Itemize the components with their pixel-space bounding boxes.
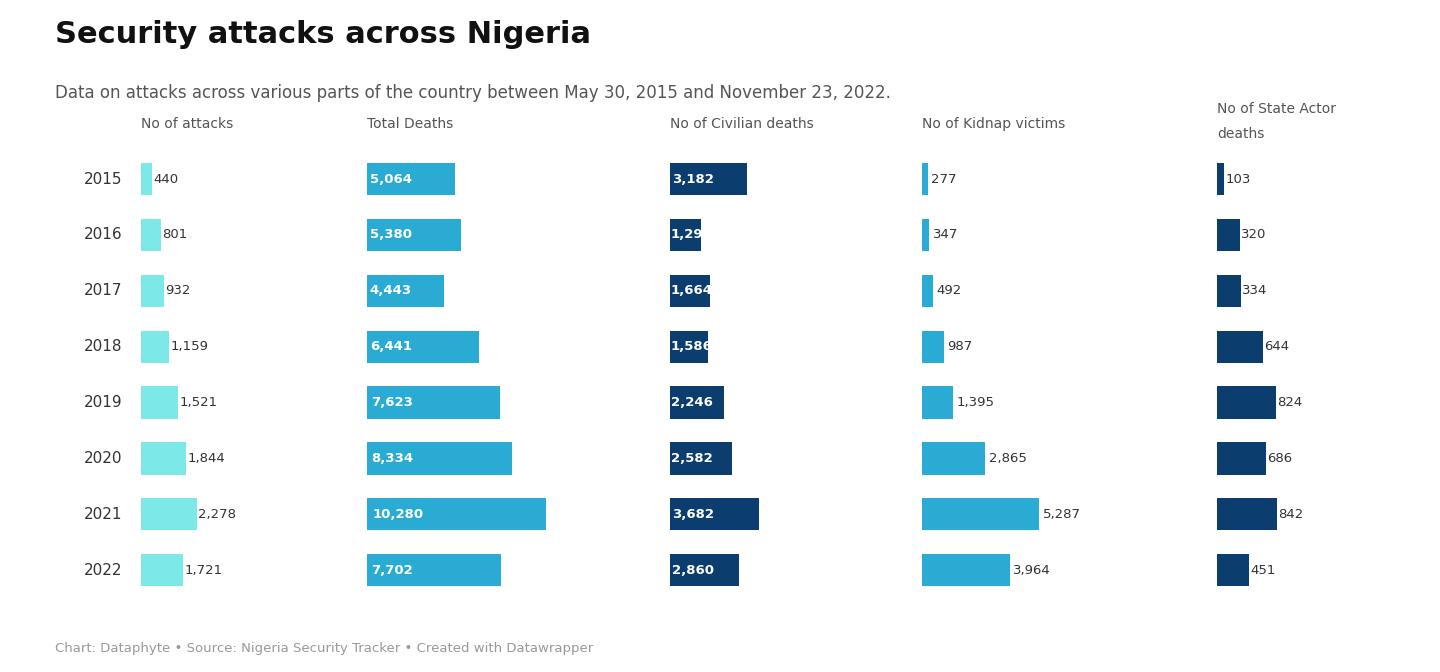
Bar	[367, 554, 501, 587]
Bar	[1217, 331, 1263, 363]
Bar	[141, 498, 197, 530]
Text: 801: 801	[163, 228, 187, 241]
Text: 1,664: 1,664	[671, 284, 713, 297]
Bar	[670, 163, 747, 196]
Bar	[670, 554, 739, 587]
Text: 987: 987	[948, 340, 972, 353]
Bar	[141, 275, 164, 307]
Text: 347: 347	[933, 228, 958, 241]
Text: 2,860: 2,860	[671, 564, 714, 577]
Text: 824: 824	[1277, 396, 1303, 409]
Bar	[670, 498, 759, 530]
Text: 5,064: 5,064	[370, 173, 412, 185]
Text: 1,586: 1,586	[671, 340, 713, 353]
Bar	[141, 442, 186, 474]
Text: 2015: 2015	[84, 171, 122, 187]
Bar	[367, 275, 445, 307]
Text: 320: 320	[1241, 228, 1267, 241]
Text: No of Kidnap victims: No of Kidnap victims	[922, 117, 1064, 131]
Bar	[1217, 275, 1241, 307]
Text: 3,964: 3,964	[1014, 564, 1051, 577]
Bar	[922, 163, 927, 196]
Bar	[670, 331, 708, 363]
Bar	[670, 219, 701, 251]
Text: Security attacks across Nigeria: Security attacks across Nigeria	[55, 20, 590, 49]
Text: 1,292: 1,292	[671, 228, 713, 241]
Text: 2017: 2017	[84, 284, 122, 298]
Text: 1,159: 1,159	[171, 340, 209, 353]
Bar	[670, 386, 724, 419]
Text: 5,380: 5,380	[370, 228, 412, 241]
Text: No of Civilian deaths: No of Civilian deaths	[670, 117, 814, 131]
Text: 103: 103	[1225, 173, 1251, 185]
Text: 932: 932	[166, 284, 192, 297]
Bar	[1217, 498, 1277, 530]
Text: 334: 334	[1243, 284, 1267, 297]
Bar	[670, 442, 732, 474]
Bar	[922, 219, 929, 251]
Bar	[1217, 442, 1266, 474]
Bar	[1217, 163, 1224, 196]
Text: 2019: 2019	[84, 395, 122, 410]
Bar	[141, 386, 179, 419]
Bar	[1217, 554, 1248, 587]
Text: 2,865: 2,865	[989, 452, 1027, 465]
Text: 1,721: 1,721	[184, 564, 223, 577]
Text: No of State Actor: No of State Actor	[1217, 102, 1336, 116]
Text: 2,278: 2,278	[199, 508, 236, 521]
Text: 2020: 2020	[84, 451, 122, 466]
Text: 492: 492	[936, 284, 962, 297]
Text: 2,582: 2,582	[671, 452, 713, 465]
Bar	[367, 163, 455, 196]
Text: 3,682: 3,682	[672, 508, 714, 521]
Bar	[141, 331, 170, 363]
Text: 1,844: 1,844	[187, 452, 226, 465]
Bar	[1217, 386, 1276, 419]
Text: 277: 277	[932, 173, 956, 185]
Bar	[922, 386, 953, 419]
Text: deaths: deaths	[1217, 127, 1264, 141]
Text: Total Deaths: Total Deaths	[367, 117, 454, 131]
Bar	[141, 163, 151, 196]
Text: 8,334: 8,334	[372, 452, 413, 465]
Text: 2016: 2016	[84, 228, 122, 243]
Bar	[141, 219, 161, 251]
Bar	[141, 554, 183, 587]
Bar	[922, 442, 985, 474]
Bar	[670, 275, 710, 307]
Text: Chart: Dataphyte • Source: Nigeria Security Tracker • Created with Datawrapper: Chart: Dataphyte • Source: Nigeria Secur…	[55, 642, 593, 655]
Bar	[1217, 219, 1240, 251]
Text: 5,287: 5,287	[1043, 508, 1081, 521]
Text: 6,441: 6,441	[370, 340, 413, 353]
Text: 2,246: 2,246	[671, 396, 713, 409]
Bar	[922, 554, 1009, 587]
Text: 440: 440	[154, 173, 179, 185]
Bar	[922, 498, 1040, 530]
Bar	[922, 331, 943, 363]
Text: 1,395: 1,395	[956, 396, 994, 409]
Bar	[367, 442, 513, 474]
Bar	[367, 498, 546, 530]
Text: 2022: 2022	[84, 562, 122, 578]
Text: 7,702: 7,702	[372, 564, 413, 577]
Text: 451: 451	[1251, 564, 1276, 577]
Text: 2018: 2018	[84, 339, 122, 354]
Text: 4,443: 4,443	[370, 284, 412, 297]
Text: No of attacks: No of attacks	[141, 117, 233, 131]
Text: 3,182: 3,182	[672, 173, 714, 185]
Bar	[367, 386, 500, 419]
Bar	[367, 219, 461, 251]
Text: 1,521: 1,521	[180, 396, 217, 409]
Text: 10,280: 10,280	[373, 508, 423, 521]
Bar	[922, 275, 933, 307]
Text: 644: 644	[1264, 340, 1290, 353]
Text: 7,623: 7,623	[372, 396, 413, 409]
Text: 686: 686	[1267, 452, 1293, 465]
Text: 2021: 2021	[84, 507, 122, 521]
Bar	[367, 331, 480, 363]
Text: Data on attacks across various parts of the country between May 30, 2015 and Nov: Data on attacks across various parts of …	[55, 84, 890, 102]
Text: 842: 842	[1279, 508, 1303, 521]
